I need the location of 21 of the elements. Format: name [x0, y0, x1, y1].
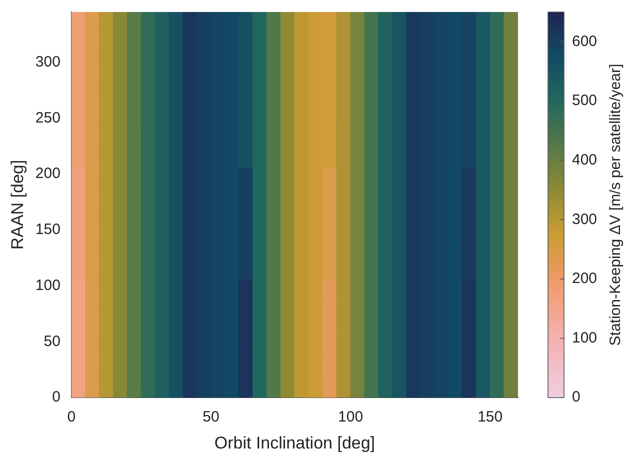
color-bar-label: 600 [572, 32, 598, 50]
y-tick-label: 250 [35, 109, 60, 126]
y-tick-label: 200 [35, 165, 60, 182]
x-axis-title: Orbit Inclination [deg] [214, 433, 376, 452]
y-tick-label: 100 [35, 276, 60, 294]
x-tick-label: 50 [202, 408, 220, 426]
color-bar-label: 200 [572, 270, 598, 288]
y-tick-label: 150 [35, 221, 60, 238]
color-bar-label: 0 [572, 388, 580, 406]
color-bar-label: 400 [572, 151, 598, 168]
x-tick-label: 150 [478, 408, 503, 426]
y-tick-label: 0 [52, 388, 60, 406]
x-tick-label: 100 [338, 408, 364, 426]
x-tick-label: 0 [67, 408, 76, 426]
y-tick-label: 300 [35, 53, 60, 70]
color-bar-label: 100 [572, 329, 598, 346]
y-tick-label: 50 [44, 332, 60, 350]
color-bar-label: 300 [572, 210, 598, 228]
y-axis-title: RAAN [deg] [8, 160, 27, 250]
color-bar-label: 500 [572, 92, 598, 110]
color-bar-title: Station-Keeping ΔV [m/s per satellite/year] [607, 64, 624, 346]
